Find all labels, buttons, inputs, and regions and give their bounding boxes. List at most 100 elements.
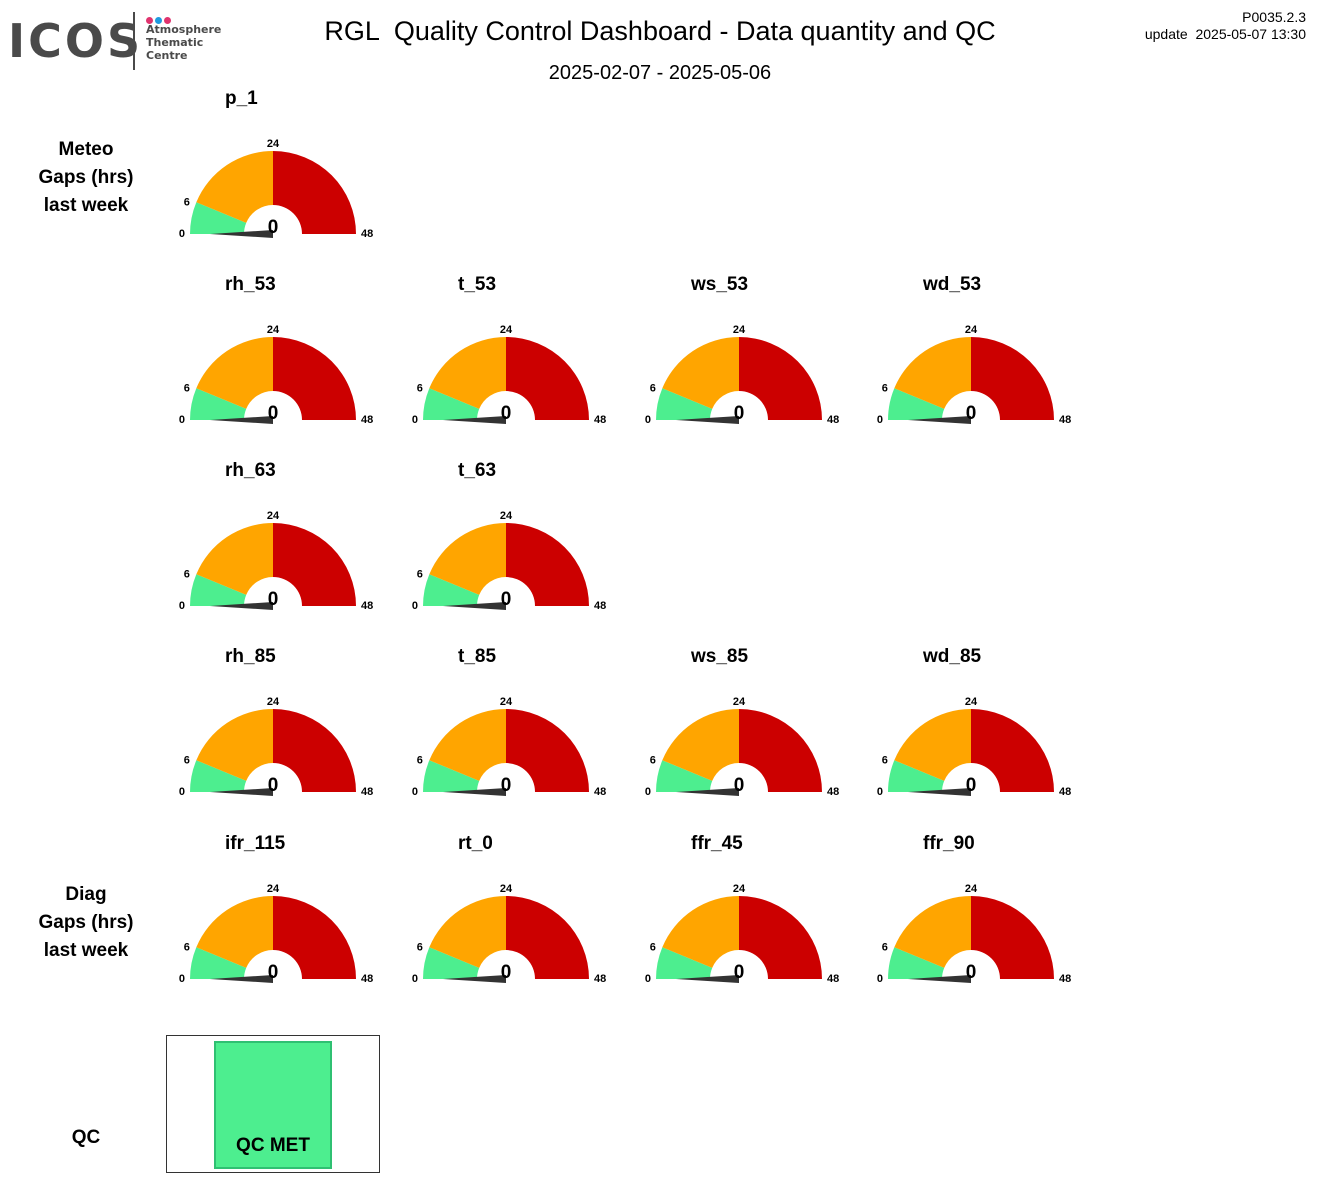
gauge-band [739,709,822,792]
gauge-tick-label: 6 [650,942,656,954]
gauge-value: 0 [268,775,279,796]
gauge-band [894,708,971,781]
gauge-tick-label: 48 [1059,414,1071,426]
gauge-tick-label: 6 [184,197,190,209]
gauge-band [971,337,1054,420]
gauge-band [894,337,971,409]
gauge-needle [443,602,506,610]
gauge-title: t_85 [458,646,496,667]
gauge-tick-label: 48 [594,973,606,985]
gauge-title: ffr_90 [923,833,975,854]
gauge-band [506,896,589,979]
gauge-tick-label: 0 [179,414,185,426]
row-label-line: last week [43,940,129,961]
icos-logo: ICOS Atmosphere Thematic Centre [8,10,223,74]
gauge-band [190,202,247,234]
gauge-tick-label: 0 [412,973,418,985]
gauge-needle [210,975,273,983]
gauge-needle [676,788,739,796]
version-label: P0035.2.3 [1242,9,1306,25]
logo-dot [155,17,162,24]
gauge-band [429,523,506,595]
gauge-wd_85: 0 6 24 48 0 wd_85 [877,646,1071,798]
gauge-band [273,151,356,234]
gauge-title: ws_85 [690,646,748,667]
gauge-band [196,523,273,595]
gauge-tick-label: 6 [184,383,190,395]
gauge-needle [210,602,273,610]
gauge-band [196,151,273,223]
gauge-value: 0 [966,775,977,796]
gauge-band [888,760,945,792]
gauge-value: 0 [734,775,745,796]
gauge-tick-label: 48 [827,973,839,985]
gauge-band [662,708,739,781]
update-timestamp: update 2025-05-07 13:30 [1144,26,1306,42]
gauge-tick-label: 0 [179,228,185,240]
gauge-band [506,523,589,606]
gauge-tick-label: 48 [361,228,373,240]
logo-divider [133,12,135,70]
gauge-tick-label: 6 [417,942,423,954]
gauge-tick-label: 24 [267,324,280,336]
gauge-tick-label: 24 [267,138,280,150]
gauge-band [273,896,356,979]
qc-status-label: QC MET [236,1135,310,1156]
gauge-tick-label: 0 [412,414,418,426]
gauge-band [656,760,713,792]
gauge-tick-label: 24 [267,883,280,895]
logo-line: Atmosphere [146,23,222,36]
gauge-band [196,708,273,781]
logo-line: Thematic [146,36,204,49]
gauge-ws_53: 0 6 24 48 0 ws_53 [645,274,839,426]
gauge-rt_0: 0 6 24 48 0 rt_0 [412,833,606,985]
gauge-tick-label: 48 [361,786,373,798]
gauge-tick-label: 24 [267,510,280,522]
gauge-band [429,895,506,968]
gauge-band [190,388,247,420]
qc-status-box: QC MET [214,1041,332,1169]
gauge-needle [676,416,739,424]
gauge-ws_85: 0 6 24 48 0 ws_85 [645,646,839,798]
gauge-tick-label: 48 [361,600,373,612]
gauge-band [423,760,480,792]
gauge-tick-label: 24 [267,696,280,708]
gauge-title: rh_53 [225,274,276,295]
gauge-ffr_45: 0 6 24 48 0 ffr_45 [645,833,839,985]
dashboard-title: RGL Quality Control Dashboard - Data qua… [324,16,996,46]
gauge-value: 0 [966,403,977,424]
gauge-value: 0 [268,962,279,983]
qc-panel: QC MET [166,1035,380,1173]
gauge-tick-label: 0 [179,973,185,985]
gauge-tick-label: 48 [1059,973,1071,985]
gauge-value: 0 [966,962,977,983]
gauge-band [656,388,713,420]
gauge-rh_63: 0 6 24 48 0 rh_63 [179,460,373,612]
gauge-tick-label: 48 [594,786,606,798]
gauge-tick-label: 24 [965,696,978,708]
gauge-needle [210,230,273,238]
diag-row-label: Diag Gaps (hrs) last week [16,881,156,965]
gauge-tick-label: 24 [500,696,513,708]
gauge-needle [676,975,739,983]
gauge-band [423,388,480,420]
logo-dots [146,11,173,24]
gauge-tick-label: 24 [733,883,746,895]
gauge-value: 0 [734,403,745,424]
gauge-title: p_1 [225,88,258,109]
gauge-tick-label: 6 [882,942,888,954]
gauge-needle [443,416,506,424]
gauge-tick-label: 6 [417,383,423,395]
gauge-title: ifr_115 [225,833,286,854]
gauge-tick-label: 0 [645,414,651,426]
gauge-tick-label: 48 [827,414,839,426]
gauge-tick-label: 48 [827,786,839,798]
row-label-line: last week [43,195,129,216]
gauge-tick-label: 24 [733,324,746,336]
gauge-value: 0 [268,589,279,610]
row-label-line: Gaps (hrs) [38,167,134,188]
gauge-band [423,947,480,979]
gauge-tick-label: 24 [500,510,513,522]
gauge-value: 0 [734,962,745,983]
